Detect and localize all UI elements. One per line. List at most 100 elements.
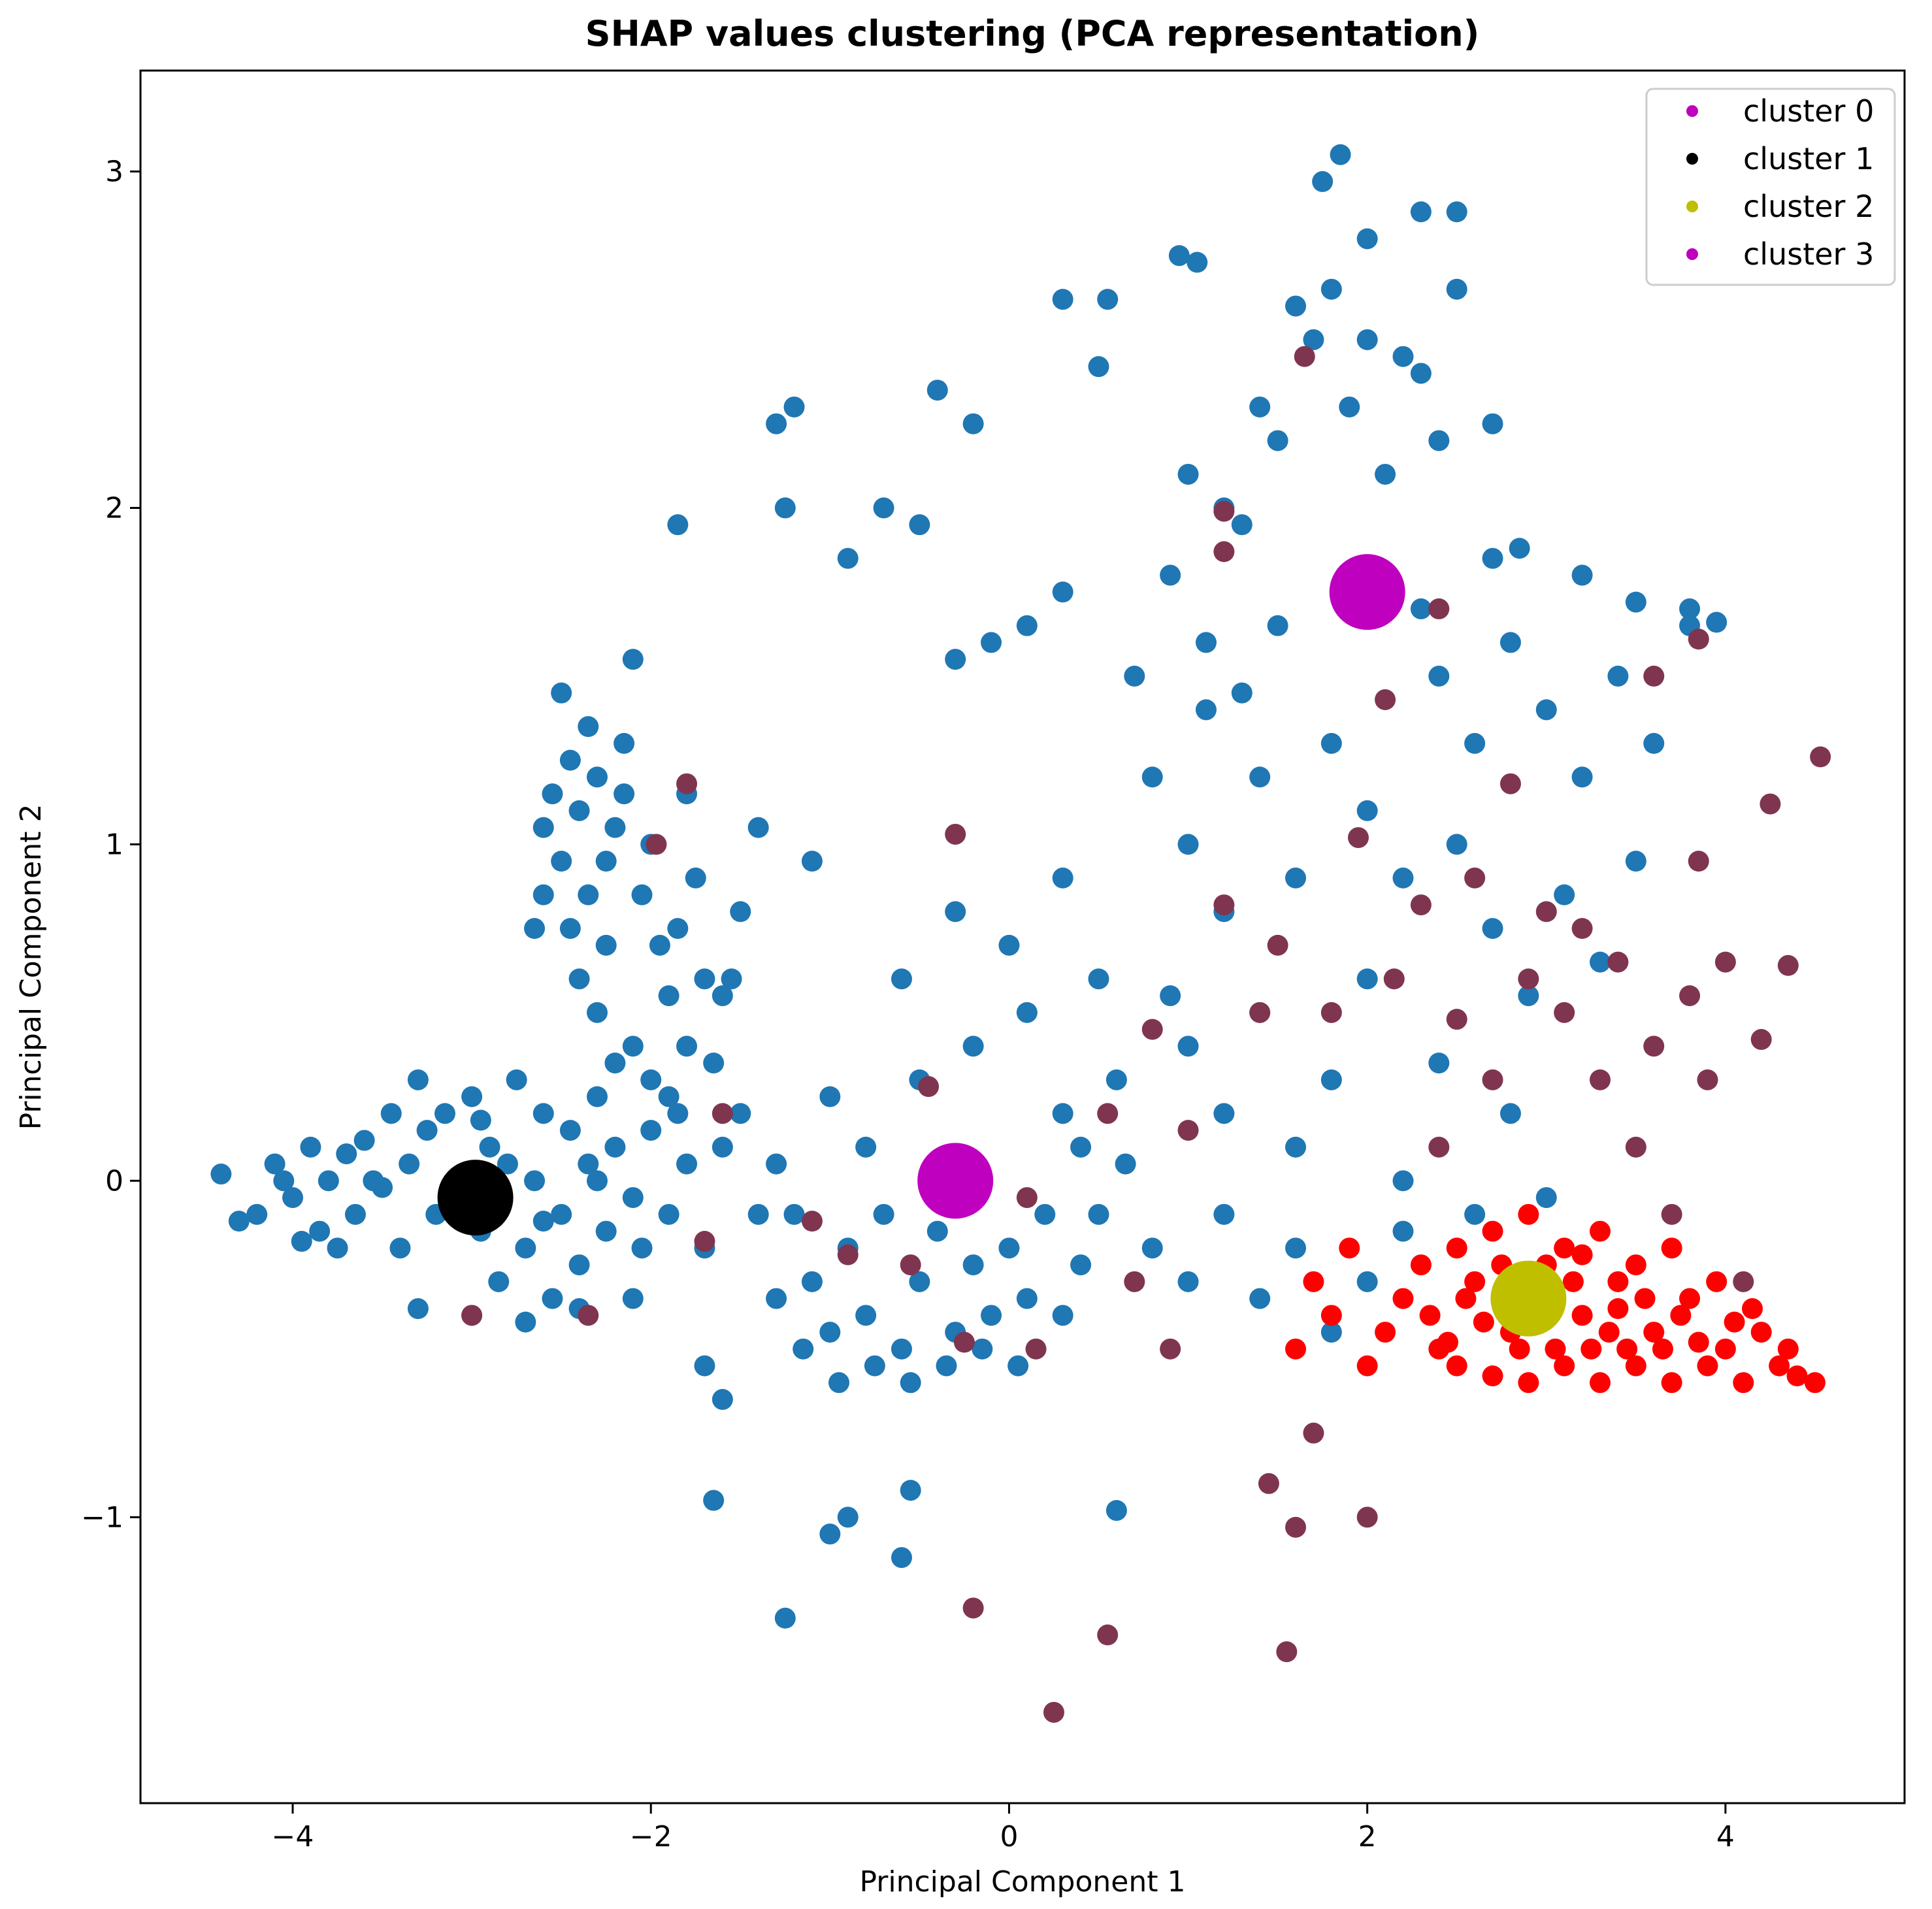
data-point <box>1285 1237 1307 1259</box>
data-point <box>1249 766 1271 788</box>
cluster-centroid-3 <box>1329 554 1405 630</box>
data-point <box>900 1480 921 1501</box>
data-point <box>1571 766 1593 788</box>
x-axis: −4 −2 0 2 4 <box>272 1803 1735 1853</box>
data-point <box>1303 329 1324 350</box>
data-point <box>300 1136 321 1158</box>
data-point <box>1088 1203 1109 1225</box>
data-point <box>291 1231 312 1252</box>
data-point <box>1410 894 1432 916</box>
data-point <box>1025 1338 1047 1360</box>
data-point <box>542 783 563 805</box>
data-point <box>1607 665 1629 687</box>
data-point <box>1428 430 1450 451</box>
data-point <box>1392 1220 1414 1242</box>
data-point <box>873 1203 894 1225</box>
data-point <box>1446 201 1467 223</box>
data-point <box>1231 682 1253 704</box>
data-point <box>1177 1036 1199 1057</box>
data-point <box>962 1036 984 1057</box>
data-point <box>774 497 796 519</box>
legend-marker <box>1686 201 1698 212</box>
data-point <box>568 968 590 990</box>
data-point <box>1285 867 1307 889</box>
data-point <box>488 1271 510 1292</box>
data-point <box>1105 1069 1127 1090</box>
x-tick-label: 0 <box>1000 1820 1018 1853</box>
data-point <box>703 1052 725 1074</box>
data-point <box>1267 934 1288 956</box>
legend-label: cluster 1 <box>1743 141 1874 176</box>
data-point <box>1428 665 1450 687</box>
data-point <box>614 783 635 805</box>
data-point <box>578 1305 599 1326</box>
data-point <box>1141 1019 1163 1040</box>
data-point <box>1554 884 1575 906</box>
data-point <box>801 1211 823 1232</box>
data-point <box>524 918 546 939</box>
data-point <box>1509 1338 1530 1360</box>
data-point <box>1320 1002 1342 1023</box>
data-point <box>389 1237 411 1259</box>
data-point <box>1706 612 1727 633</box>
data-point <box>1016 1002 1038 1023</box>
data-point <box>1213 1203 1235 1225</box>
data-point <box>972 1338 993 1360</box>
x-tick-label: −4 <box>272 1820 314 1853</box>
data-point <box>1007 1355 1029 1377</box>
data-point <box>1052 1103 1073 1124</box>
data-point <box>1097 289 1119 310</box>
data-point <box>1590 1372 1611 1394</box>
data-point <box>1016 615 1038 636</box>
data-point <box>470 1109 491 1131</box>
data-point <box>1643 1036 1665 1057</box>
data-point <box>1285 295 1307 317</box>
data-point <box>855 1305 877 1326</box>
cluster-centroid-0 <box>917 1143 994 1219</box>
data-point <box>801 851 823 872</box>
data-point <box>1616 1338 1638 1360</box>
data-point <box>1679 985 1701 1007</box>
data-point <box>461 1086 483 1107</box>
data-point <box>1714 951 1736 973</box>
data-point <box>1016 1187 1038 1209</box>
data-point <box>416 1120 438 1141</box>
data-point <box>1607 951 1629 973</box>
data-point <box>712 1389 733 1411</box>
data-point <box>1375 463 1396 485</box>
data-point <box>1356 1271 1378 1292</box>
data-point <box>855 1136 877 1158</box>
data-point <box>1518 1203 1539 1225</box>
data-point <box>1088 356 1109 378</box>
data-point <box>703 1490 725 1511</box>
data-point <box>1545 1338 1566 1360</box>
data-point <box>559 1120 581 1141</box>
data-point <box>649 934 670 956</box>
data-point <box>1231 514 1253 536</box>
data-point <box>1804 1372 1826 1394</box>
data-point <box>506 1069 527 1090</box>
data-point <box>1339 396 1360 417</box>
data-point <box>1356 1507 1378 1528</box>
data-point <box>1070 1254 1092 1276</box>
data-point <box>1464 1203 1486 1225</box>
data-point <box>1661 1203 1682 1225</box>
data-point <box>622 1187 644 1209</box>
data-point <box>228 1211 250 1232</box>
data-point <box>1160 985 1181 1007</box>
data-point <box>578 884 599 906</box>
data-point <box>344 1203 366 1225</box>
data-point <box>551 851 572 872</box>
data-point <box>586 766 608 788</box>
data-point <box>1213 500 1235 522</box>
data-point <box>479 1136 500 1158</box>
data-point <box>981 1305 1002 1326</box>
data-point <box>1105 1499 1127 1521</box>
y-tick-label: 3 <box>105 155 123 188</box>
data-point <box>658 1203 679 1225</box>
data-point <box>873 497 894 519</box>
data-point <box>1598 1322 1620 1343</box>
data-point <box>1303 1422 1324 1444</box>
data-point <box>694 1355 715 1377</box>
data-point <box>1177 463 1199 485</box>
